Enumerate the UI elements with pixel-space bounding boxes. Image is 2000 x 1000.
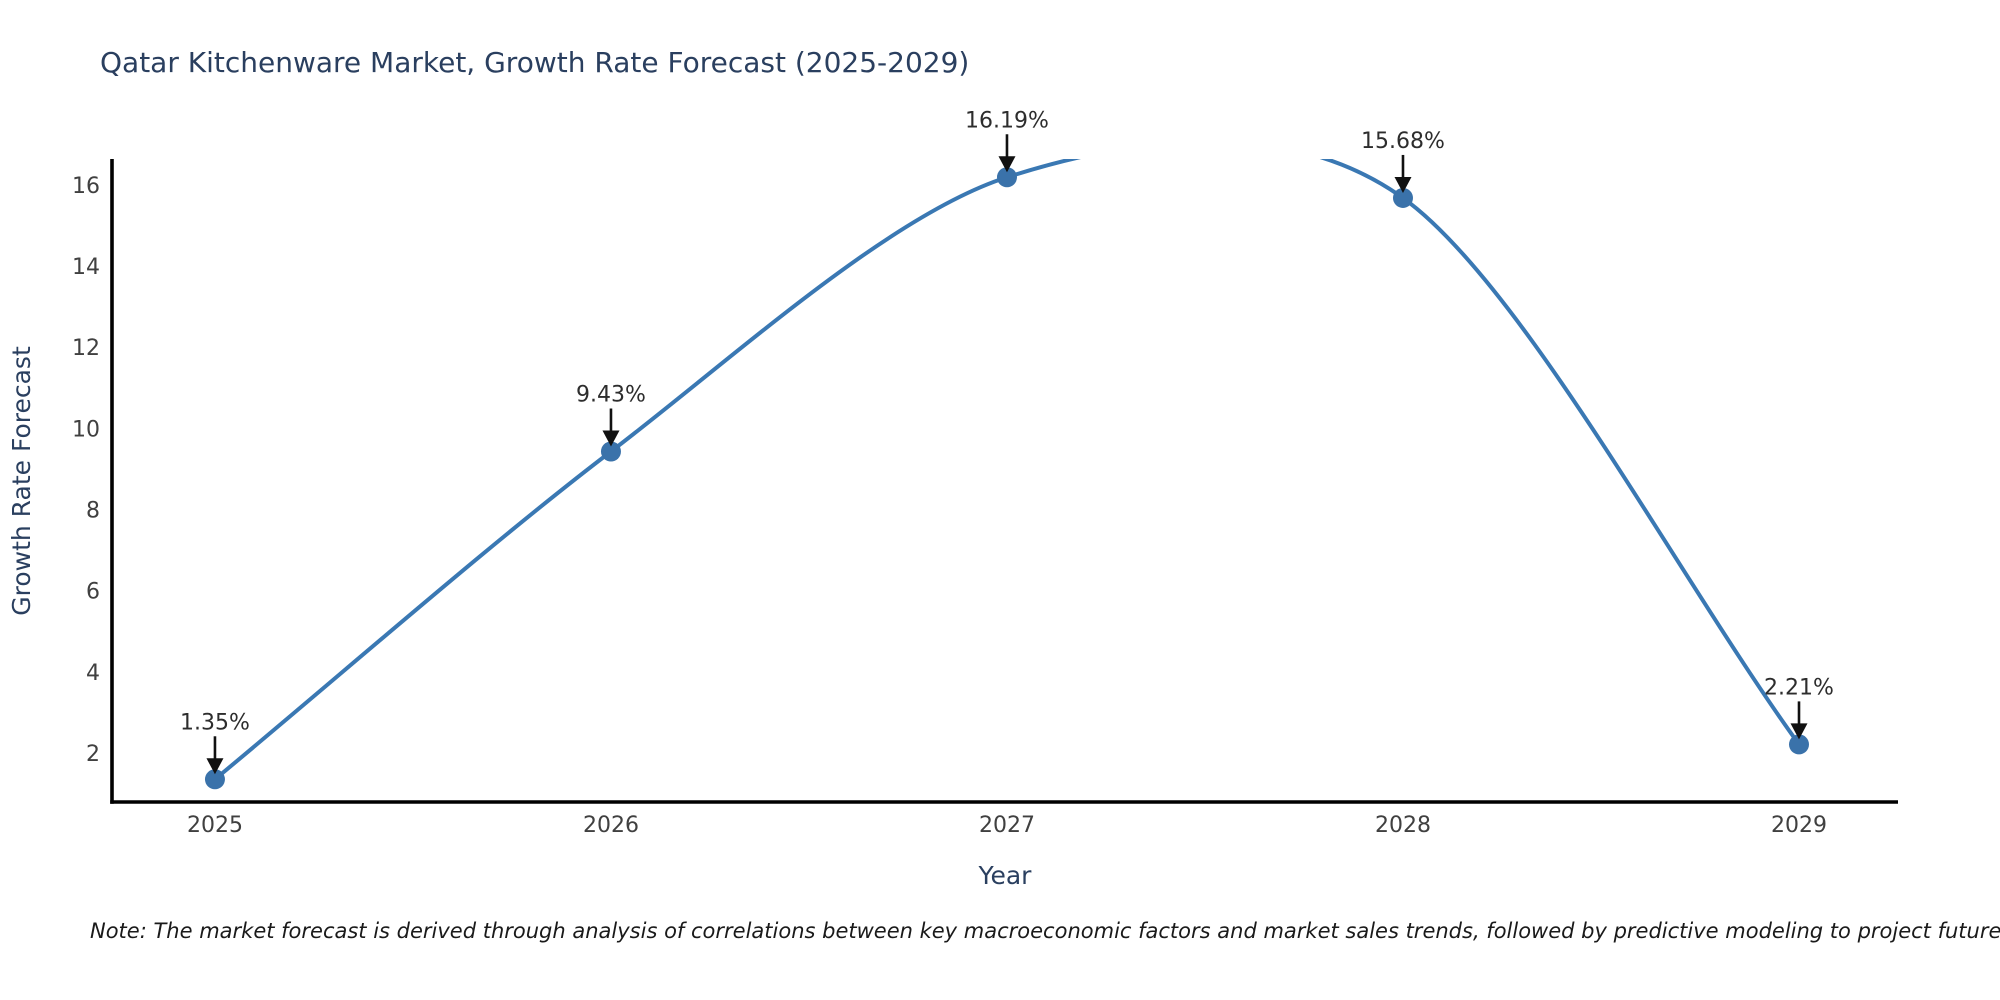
y-tick-label: 8 [86, 499, 100, 524]
y-tick-label: 12 [72, 336, 100, 361]
forecast-line-series [213, 159, 1801, 781]
y-tick-label: 6 [86, 580, 100, 605]
x-tick-label: 2028 [1375, 813, 1431, 838]
data-point-marker [1392, 187, 1413, 208]
footnote: Note: The market forecast is derived thr… [90, 919, 2000, 943]
y-tick-label: 10 [72, 417, 100, 442]
data-point-marker [204, 769, 225, 790]
data-point-label: 16.19% [965, 108, 1049, 133]
x-tick-label: 2029 [1771, 813, 1827, 838]
data-point-label: 2.21% [1764, 675, 1834, 700]
x-tick-label: 2026 [583, 813, 639, 838]
chart-title: Qatar Kitchenware Market, Growth Rate Fo… [100, 46, 969, 79]
data-point-label: 15.68% [1361, 129, 1445, 154]
y-tick-label: 4 [86, 661, 100, 686]
y-axis-tick-labels: 2 4 6 8 10 12 14 16 [72, 174, 100, 767]
data-point-marker [1788, 734, 1809, 755]
annotation-arrow-head-icon [998, 156, 1016, 173]
x-axis-title: Year [978, 861, 1033, 890]
y-tick-label: 2 [86, 742, 100, 767]
data-point-label: 9.43% [576, 382, 646, 407]
x-axis-tick-labels: 2025 2026 2027 2028 2029 [187, 813, 1827, 838]
data-point-marker [996, 167, 1017, 188]
x-tick-label: 2027 [979, 813, 1035, 838]
y-tick-label: 14 [72, 255, 100, 280]
data-point-label: 1.35% [180, 710, 250, 735]
annotation-arrow-head-icon [1790, 723, 1808, 740]
data-point-markers [204, 167, 1809, 790]
y-axis-title: Growth Rate Forecast [7, 346, 36, 616]
annotation-arrow-head-icon [206, 758, 224, 775]
x-tick-label: 2025 [187, 813, 243, 838]
data-point-annotations: 1.35% 9.43% 16.19% 15.68% 2.21% [180, 108, 1834, 775]
annotation-arrow-head-icon [602, 430, 620, 447]
forecast-spline-line [213, 159, 1801, 781]
data-point-marker [600, 441, 621, 462]
y-tick-label: 16 [72, 174, 100, 199]
annotation-arrow-head-icon [1394, 176, 1412, 193]
